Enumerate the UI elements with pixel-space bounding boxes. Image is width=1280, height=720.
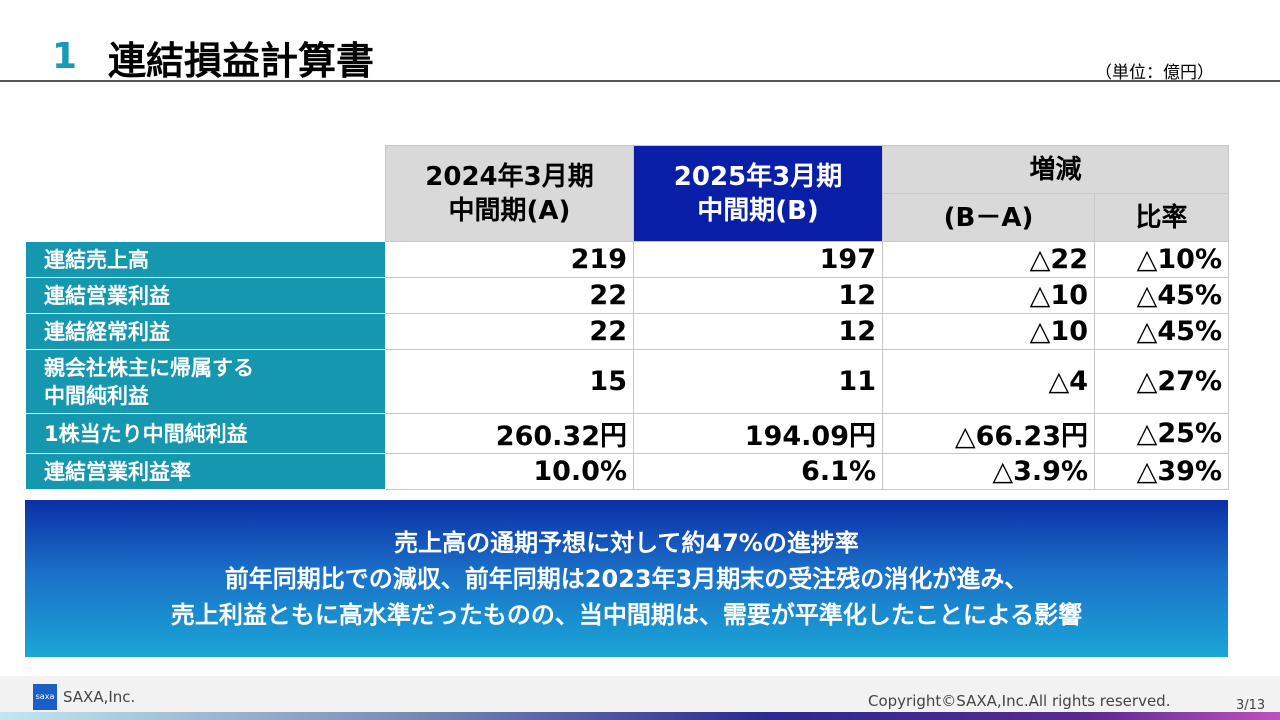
col-a-line1: 2024年3月期 [425, 161, 594, 192]
value-diff: △10 [882, 313, 1095, 350]
summary-line-2: 前年同期比での減収、前年同期は2023年3月期末の受注残の消化が進み、 [224, 565, 1029, 593]
income-statement-table: 2024年3月期 中間期(A) 2025年3月期 中間期(B) 増減 (B－A) 比… [25, 145, 1229, 490]
company-name: SAXA,Inc. [63, 688, 136, 706]
value-b: 12 [633, 277, 883, 314]
col-a-line2: 中間期(A) [448, 195, 571, 226]
header-change: 増減 [882, 145, 1229, 194]
value-b: 197 [633, 241, 883, 278]
value-a: 10.0% [385, 453, 634, 490]
table-row: 親会社株主に帰属する 中間純利益 15 11 △4 △27% [25, 349, 1229, 414]
value-ratio: △25% [1094, 413, 1229, 454]
value-b: 12 [633, 313, 883, 350]
header-col-a: 2024年3月期 中間期(A) [385, 145, 634, 242]
summary-message-box: 売上高の通期予想に対して約47%の進捗率 前年同期比での減収、前年同期は2023… [25, 500, 1228, 657]
value-diff: △10 [882, 277, 1095, 314]
value-b: 6.1% [633, 453, 883, 490]
table-row: 連結営業利益率 10.0% 6.1% △3.9% △39% [25, 453, 1229, 490]
value-ratio: △39% [1094, 453, 1229, 490]
value-a: 22 [385, 313, 634, 350]
row-label: 親会社株主に帰属する 中間純利益 [25, 349, 386, 414]
table-row: 連結営業利益 22 12 △10 △45% [25, 277, 1229, 314]
row-label-line2: 中間純利益 [44, 383, 149, 408]
col-b-line2: 中間期(B) [697, 195, 819, 226]
value-a: 219 [385, 241, 634, 278]
table-row: 連結売上高 219 197 △22 △10% [25, 241, 1229, 278]
saxa-logo: saxa [33, 684, 57, 710]
page-title: 連結損益計算書 [108, 39, 375, 83]
row-label: 連結経常利益 [25, 313, 386, 350]
table-row: 連結経常利益 22 12 △10 △45% [25, 313, 1229, 350]
value-diff: △4 [882, 349, 1095, 414]
table-row: 1株当たり中間純利益 260.32円 194.09円 △66.23円 △25% [25, 413, 1229, 454]
value-b: 194.09円 [633, 413, 883, 454]
row-label: 連結営業利益 [25, 277, 386, 314]
page-number: 3/13 [1236, 698, 1266, 713]
value-ratio: △27% [1094, 349, 1229, 414]
row-label: 1株当たり中間純利益 [25, 413, 386, 454]
header-ratio: 比率 [1094, 193, 1229, 242]
row-label-line1: 親会社株主に帰属する [44, 355, 254, 380]
title-divider [0, 80, 1280, 82]
row-label: 連結売上高 [25, 241, 386, 278]
header-col-b: 2025年3月期 中間期(B) [633, 145, 883, 242]
value-diff: △66.23円 [882, 413, 1095, 454]
copyright: Copyright©SAXA,Inc.All rights reserved. [868, 692, 1171, 710]
header-blank [25, 145, 386, 242]
value-a: 15 [385, 349, 634, 414]
value-a: 260.32円 [385, 413, 634, 454]
header-diff: (B－A) [882, 193, 1095, 242]
summary-line-3: 売上利益ともに高水準だったものの、当中間期は、需要が平準化したことによる影響 [170, 601, 1083, 629]
unit-label: （単位：億円） [1095, 63, 1214, 83]
value-diff: △3.9% [882, 453, 1095, 490]
col-b-line1: 2025年3月期 [673, 161, 843, 192]
section-number: 1 [52, 36, 78, 77]
value-ratio: △45% [1094, 313, 1229, 350]
value-a: 22 [385, 277, 634, 314]
value-diff: △22 [882, 241, 1095, 278]
footer-stripe [0, 712, 1280, 720]
value-b: 11 [633, 349, 883, 414]
footer [0, 676, 1280, 712]
row-label: 連結営業利益率 [25, 453, 386, 490]
summary-line-1: 売上高の通期予想に対して約47%の進捗率 [394, 529, 859, 557]
value-ratio: △45% [1094, 277, 1229, 314]
value-ratio: △10% [1094, 241, 1229, 278]
